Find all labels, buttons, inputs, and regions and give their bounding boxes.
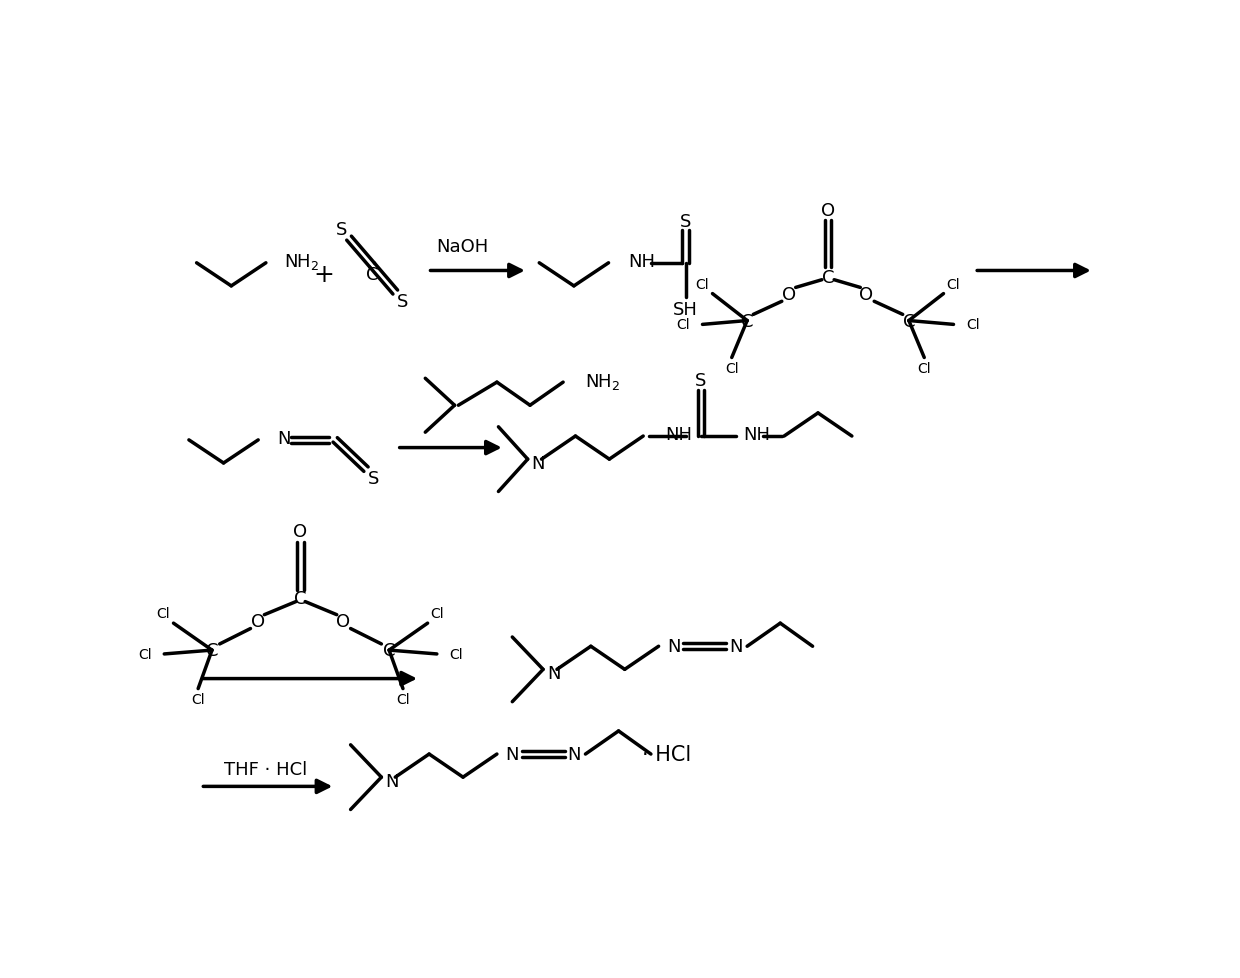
Text: S: S: [368, 469, 379, 488]
Text: C: C: [206, 642, 218, 659]
Text: NH: NH: [665, 426, 692, 444]
Text: Cl: Cl: [676, 318, 689, 333]
Text: N: N: [386, 773, 399, 790]
Text: N: N: [729, 638, 743, 655]
Text: Cl: Cl: [396, 692, 409, 707]
Text: Cl: Cl: [967, 318, 981, 333]
Text: O: O: [782, 286, 796, 303]
Text: NaOH: NaOH: [436, 238, 489, 255]
Text: C: C: [366, 266, 378, 284]
Text: C: C: [740, 312, 754, 331]
Text: C: C: [822, 268, 835, 287]
Text: N: N: [547, 664, 560, 683]
Text: S: S: [336, 221, 347, 239]
Text: Cl: Cl: [156, 606, 170, 620]
Text: Cl: Cl: [696, 278, 709, 291]
Text: C: C: [383, 642, 396, 659]
Text: O: O: [821, 202, 835, 220]
Text: C: C: [294, 590, 306, 608]
Text: S: S: [696, 372, 707, 389]
Text: S: S: [397, 293, 409, 311]
Text: N: N: [567, 745, 580, 763]
Text: +: +: [314, 263, 334, 287]
Text: N: N: [667, 638, 681, 655]
Text: Cl: Cl: [918, 362, 931, 376]
Text: NH: NH: [743, 426, 770, 444]
Text: S: S: [680, 213, 691, 231]
Text: Cl: Cl: [191, 692, 205, 707]
Text: NH: NH: [627, 253, 655, 271]
Text: O: O: [336, 612, 350, 630]
Text: Cl: Cl: [139, 647, 153, 661]
Text: THF · HCl: THF · HCl: [224, 761, 308, 778]
Text: C: C: [903, 312, 915, 331]
Text: NH$_2$: NH$_2$: [284, 252, 319, 272]
Text: Cl: Cl: [725, 362, 739, 376]
Text: SH: SH: [673, 300, 698, 319]
Text: N: N: [532, 455, 546, 472]
Text: Cl: Cl: [946, 278, 960, 291]
Text: Cl: Cl: [449, 647, 463, 661]
Text: · HCl: · HCl: [641, 744, 691, 764]
Text: Cl: Cl: [430, 606, 444, 620]
Text: O: O: [859, 286, 873, 303]
Text: NH$_2$: NH$_2$: [585, 372, 620, 391]
Text: N: N: [506, 745, 520, 763]
Text: O: O: [252, 612, 265, 630]
Text: O: O: [294, 522, 308, 540]
Text: N: N: [278, 430, 291, 448]
